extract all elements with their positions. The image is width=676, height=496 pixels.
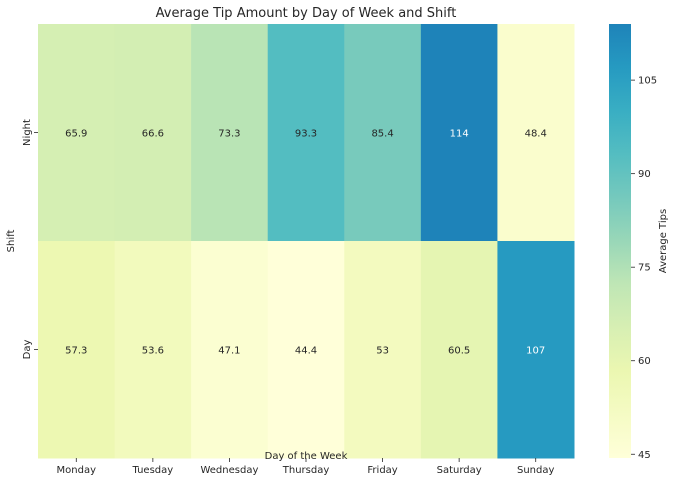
heatmap-cell	[497, 241, 575, 459]
heatmap-cell	[114, 24, 192, 242]
heatmap-cell	[420, 241, 498, 459]
heatmap-cell	[344, 24, 422, 242]
x-tick-label: Wednesday	[200, 465, 258, 476]
cell-value-label: 53.6	[142, 346, 164, 357]
y-axis-ticks: Night Day	[22, 119, 38, 359]
cell-value-label: 47.1	[218, 346, 240, 357]
heatmap-cell	[191, 241, 269, 459]
heatmap-cell	[191, 24, 269, 242]
cell-value-label: 114	[450, 129, 469, 140]
x-tick-label: Sunday	[517, 465, 554, 476]
heatmap-cell	[267, 24, 345, 242]
cell-value-label: 48.4	[525, 129, 547, 140]
x-tick-label: Thursday	[282, 465, 330, 476]
heatmap-cell	[344, 241, 422, 459]
x-axis-ticks: Monday Tuesday Wednesday Thursday Friday Satu…	[57, 458, 555, 476]
heatmap-cell	[267, 241, 345, 459]
colorbar-label: Average Tips	[658, 209, 669, 273]
y-axis-label: Shift	[6, 230, 17, 253]
cell-value-label: 60.5	[448, 346, 470, 357]
heatmap-cells: 65.9 66.6 73.3 93.3 85.4 114 48.4 57.3 53.6 47.1 4…	[38, 24, 575, 459]
colorbar-tick-label: 45	[638, 450, 651, 461]
chart-title: Average Tip Amount by Day of Week and Sh…	[156, 6, 457, 21]
cell-value-label: 57.3	[65, 346, 87, 357]
colorbar-tick-label: 75	[638, 263, 651, 274]
x-axis-label: Day of the Week	[265, 451, 348, 462]
y-tick-label: Day	[22, 340, 33, 360]
heatmap-cell	[420, 24, 498, 242]
colorbar-tick-label: 90	[638, 169, 651, 180]
colorbar-tick-label: 60	[638, 356, 651, 367]
heatmap-cell	[114, 241, 192, 459]
cell-value-label: 44.4	[295, 346, 317, 357]
colorbar-gradient	[609, 24, 631, 458]
cell-value-label: 65.9	[65, 129, 87, 140]
colorbar-tick-label: 105	[638, 76, 657, 87]
colorbar: 45 60 75 90 105	[609, 24, 657, 461]
heatmap-cell	[38, 24, 116, 242]
x-tick-label: Monday	[57, 465, 97, 476]
cell-value-label: 53	[376, 346, 389, 357]
cell-value-label: 66.6	[142, 129, 164, 140]
heatmap-cell	[497, 24, 575, 242]
x-tick-label: Saturday	[437, 465, 482, 476]
cell-value-label: 73.3	[218, 129, 240, 140]
y-tick-label: Night	[22, 119, 33, 146]
cell-value-label: 107	[526, 346, 545, 357]
cell-value-label: 93.3	[295, 129, 317, 140]
heatmap-cell	[38, 241, 116, 459]
cell-value-label: 85.4	[371, 129, 393, 140]
x-tick-label: Friday	[367, 465, 397, 476]
x-tick-label: Tuesday	[132, 465, 174, 476]
